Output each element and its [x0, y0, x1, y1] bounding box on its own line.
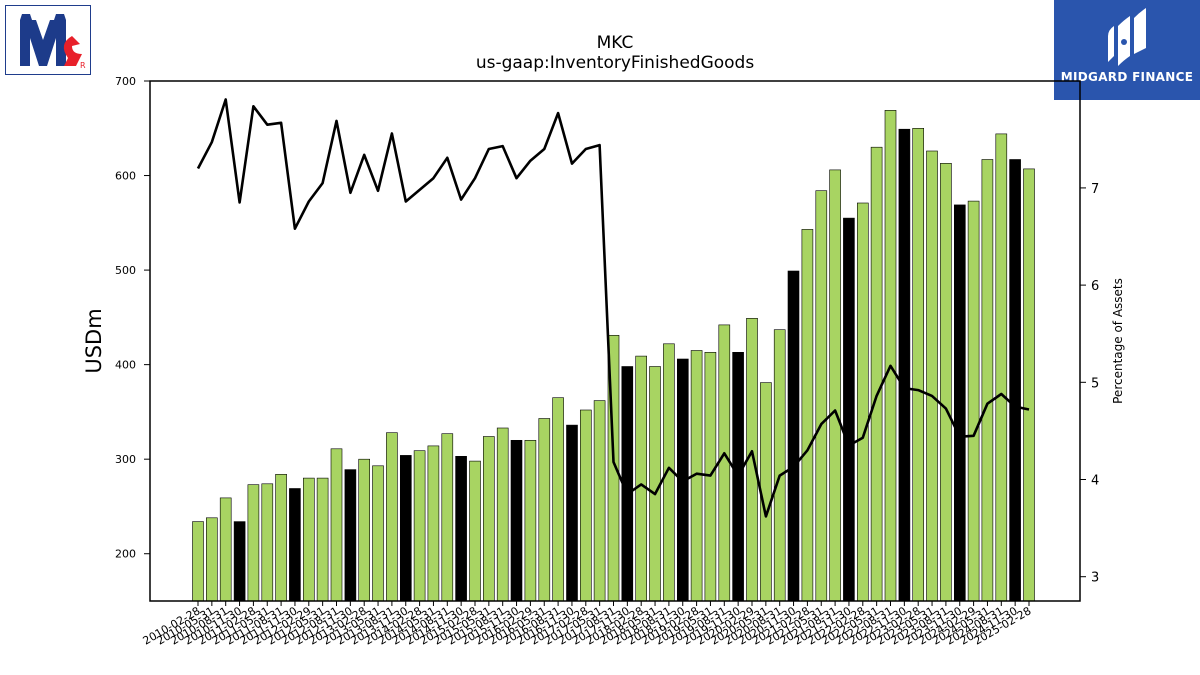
bar — [801, 229, 814, 602]
bar — [206, 517, 218, 602]
bar — [1023, 168, 1035, 602]
y-tick-label: 700 — [115, 75, 136, 88]
bar — [219, 497, 232, 602]
bar — [926, 150, 938, 602]
bar — [233, 521, 246, 602]
y2-tick-label: 4 — [1091, 474, 1099, 489]
bar — [635, 355, 648, 602]
y-tick-label: 200 — [115, 548, 136, 561]
bar — [912, 128, 925, 602]
y-axis-right: 3 4 5 6 7 — [1080, 182, 1099, 586]
bar — [718, 324, 731, 602]
bar — [427, 445, 440, 602]
logo-m-shape — [20, 20, 66, 66]
bar — [413, 450, 426, 602]
logo-mark-right — [1134, 8, 1146, 54]
chart-title: MKC — [597, 33, 634, 53]
y2-tick-label: 3 — [1091, 571, 1099, 586]
y-tick-label: 500 — [115, 264, 136, 277]
midgard-finance-logo: MIDGARD FINANCE — [1054, 0, 1200, 100]
bar-group — [192, 110, 1035, 602]
y-axis-left: 200 300 400 500 600 700 — [115, 75, 150, 561]
bar — [953, 204, 966, 602]
chart-subtitle: us-gaap:InventoryFinishedGoods — [476, 53, 755, 73]
bar — [884, 110, 897, 602]
midgard-logo-icon — [1108, 8, 1146, 66]
bar — [275, 473, 287, 602]
bar — [843, 217, 855, 602]
y-tick-label: 300 — [115, 453, 136, 466]
bar — [995, 133, 1008, 602]
bar — [524, 439, 537, 602]
logo-mark-left — [1108, 26, 1114, 62]
bar — [496, 427, 509, 602]
midgard-logo-text: MIDGARD FINANCE — [1060, 70, 1194, 84]
logo-m-cap-left — [20, 14, 32, 20]
bar — [482, 436, 495, 602]
y2-tick-label: 6 — [1091, 279, 1099, 294]
bar — [967, 200, 980, 602]
bar — [372, 465, 384, 602]
bar — [552, 397, 564, 602]
bar — [330, 448, 343, 602]
y-axis-label-right: Percentage of Assets — [1111, 278, 1125, 404]
y-axis-label-left: USDm — [82, 308, 106, 373]
bar — [773, 329, 786, 602]
bar — [566, 424, 578, 602]
y2-tick-label: 5 — [1091, 376, 1099, 391]
bar — [192, 521, 204, 602]
logo-registered-mark: R — [80, 61, 86, 70]
bar — [455, 455, 467, 602]
bar — [649, 366, 661, 602]
plot-frame — [149, 80, 1081, 602]
bar — [787, 270, 800, 602]
bar — [940, 163, 952, 602]
bar — [358, 458, 371, 602]
bar — [510, 439, 523, 602]
bar — [247, 484, 260, 602]
logo-c-shape — [63, 36, 82, 66]
bar — [469, 460, 481, 602]
percentage-line — [196, 98, 1030, 518]
logo-mark-dot — [1121, 39, 1127, 45]
bar — [399, 455, 412, 602]
mccormick-logo: R — [5, 5, 91, 75]
bar — [579, 409, 592, 602]
y-tick-label: 600 — [115, 170, 136, 183]
bar — [815, 190, 828, 602]
y2-tick-label: 7 — [1091, 182, 1099, 197]
bar — [302, 477, 315, 602]
y-tick-label: 400 — [115, 359, 136, 372]
bar — [898, 128, 911, 602]
x-axis: 2010-02-282010-05-312010-08-312010-11-30… — [141, 601, 1034, 648]
bar — [289, 488, 301, 602]
bar — [261, 483, 274, 602]
logo-m-cap-right — [54, 14, 66, 20]
bar — [441, 433, 454, 602]
bar — [593, 400, 606, 602]
bar — [981, 159, 994, 602]
bar — [760, 382, 772, 602]
bar — [1009, 159, 1021, 602]
bar — [538, 418, 551, 602]
bar — [344, 469, 357, 602]
bar — [829, 169, 841, 602]
mccormick-logo-icon: R — [20, 14, 86, 70]
bar — [870, 146, 883, 602]
bar — [386, 432, 398, 602]
bar — [856, 202, 869, 602]
bar — [316, 477, 329, 602]
